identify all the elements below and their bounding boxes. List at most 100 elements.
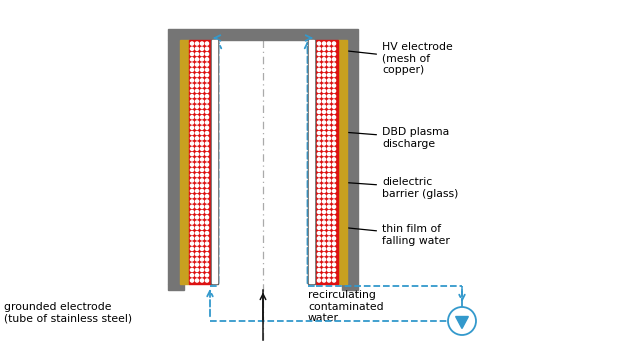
Circle shape: [322, 200, 326, 203]
Circle shape: [190, 174, 193, 177]
Circle shape: [190, 205, 193, 208]
Circle shape: [200, 84, 203, 87]
Circle shape: [190, 111, 193, 114]
Circle shape: [190, 79, 193, 82]
Bar: [168, 29, 358, 40]
Circle shape: [190, 126, 193, 130]
Circle shape: [327, 121, 331, 124]
Circle shape: [327, 210, 331, 214]
Circle shape: [205, 121, 208, 124]
Circle shape: [200, 168, 203, 171]
Circle shape: [200, 68, 203, 71]
Circle shape: [317, 105, 321, 108]
Circle shape: [332, 216, 336, 219]
Circle shape: [195, 89, 198, 93]
Circle shape: [317, 121, 321, 124]
Circle shape: [327, 58, 331, 61]
Polygon shape: [456, 316, 468, 328]
Circle shape: [332, 205, 336, 208]
Bar: [210, 40, 218, 284]
Circle shape: [448, 307, 476, 335]
Circle shape: [200, 63, 203, 66]
Circle shape: [190, 216, 193, 219]
Circle shape: [332, 74, 336, 77]
Circle shape: [190, 158, 193, 161]
Circle shape: [200, 237, 203, 240]
Circle shape: [317, 126, 321, 130]
Circle shape: [332, 268, 336, 271]
Circle shape: [322, 163, 326, 166]
Circle shape: [200, 226, 203, 230]
Circle shape: [205, 226, 208, 230]
Circle shape: [200, 137, 203, 140]
Circle shape: [200, 111, 203, 114]
Circle shape: [205, 263, 208, 266]
Circle shape: [205, 89, 208, 93]
Circle shape: [322, 116, 326, 119]
Bar: [308, 40, 316, 284]
Circle shape: [317, 42, 321, 45]
Circle shape: [322, 168, 326, 171]
Circle shape: [322, 79, 326, 82]
Circle shape: [317, 189, 321, 193]
Circle shape: [332, 263, 336, 266]
Circle shape: [317, 205, 321, 208]
Circle shape: [190, 121, 193, 124]
Circle shape: [190, 68, 193, 71]
Circle shape: [327, 216, 331, 219]
Circle shape: [332, 232, 336, 235]
Circle shape: [195, 42, 198, 45]
Circle shape: [317, 74, 321, 77]
Circle shape: [322, 174, 326, 177]
Circle shape: [195, 47, 198, 50]
Circle shape: [200, 179, 203, 182]
Circle shape: [205, 163, 208, 166]
Circle shape: [317, 95, 321, 98]
Circle shape: [327, 111, 331, 114]
Circle shape: [205, 84, 208, 87]
Circle shape: [322, 42, 326, 45]
Circle shape: [200, 274, 203, 277]
Circle shape: [322, 137, 326, 140]
Circle shape: [200, 184, 203, 187]
Circle shape: [317, 242, 321, 245]
Circle shape: [195, 274, 198, 277]
Bar: [168, 284, 184, 289]
Circle shape: [190, 184, 193, 187]
Circle shape: [327, 263, 331, 266]
Circle shape: [195, 68, 198, 71]
Circle shape: [195, 258, 198, 261]
Circle shape: [327, 247, 331, 251]
Text: DBD plasma
discharge: DBD plasma discharge: [321, 127, 449, 149]
Circle shape: [200, 195, 203, 198]
Circle shape: [332, 210, 336, 214]
Circle shape: [332, 95, 336, 98]
Circle shape: [205, 174, 208, 177]
Circle shape: [195, 242, 198, 245]
Circle shape: [332, 189, 336, 193]
Circle shape: [190, 210, 193, 214]
Circle shape: [317, 221, 321, 224]
Circle shape: [317, 263, 321, 266]
Circle shape: [200, 174, 203, 177]
Circle shape: [205, 116, 208, 119]
Circle shape: [332, 84, 336, 87]
Circle shape: [190, 179, 193, 182]
Circle shape: [205, 47, 208, 50]
Circle shape: [322, 74, 326, 77]
Circle shape: [332, 68, 336, 71]
Circle shape: [200, 142, 203, 145]
Circle shape: [190, 116, 193, 119]
Circle shape: [195, 152, 198, 156]
Circle shape: [195, 168, 198, 171]
Circle shape: [322, 52, 326, 56]
Circle shape: [205, 126, 208, 130]
Circle shape: [317, 131, 321, 134]
Circle shape: [327, 237, 331, 240]
Circle shape: [195, 126, 198, 130]
Circle shape: [327, 42, 331, 45]
Circle shape: [322, 121, 326, 124]
Circle shape: [332, 158, 336, 161]
Circle shape: [205, 179, 208, 182]
Circle shape: [190, 100, 193, 103]
